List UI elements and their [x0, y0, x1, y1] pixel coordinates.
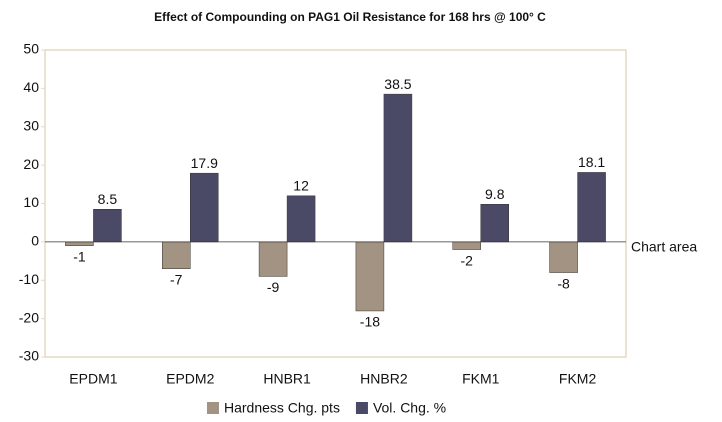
bar [286, 195, 316, 243]
data-label: 12 [293, 178, 309, 194]
legend-label: Vol. Chg. % [373, 400, 446, 416]
y-tick-label: 50 [23, 41, 39, 57]
y-tick-label: -10 [19, 271, 39, 287]
bar [190, 172, 219, 243]
y-tick-label: -30 [19, 348, 39, 364]
x-tick-label: EPDM2 [166, 371, 214, 387]
data-label: -2 [461, 252, 474, 268]
bar [93, 209, 122, 243]
bar [65, 241, 94, 246]
bar [355, 241, 385, 312]
legend-swatch [207, 402, 219, 414]
legend-swatch [355, 402, 368, 414]
bar [258, 241, 288, 277]
x-tick-label: HNBR2 [360, 371, 408, 387]
data-label: 17.9 [191, 155, 218, 171]
chart-title: Effect of Compounding on PAG1 Oil Resist… [154, 10, 546, 24]
data-label: 18.1 [578, 154, 605, 170]
data-label: -9 [267, 279, 280, 295]
bar [383, 93, 413, 243]
data-label: 9.8 [485, 186, 505, 202]
data-label: 38.5 [384, 76, 411, 92]
y-tick-label: 0 [31, 233, 39, 249]
bar [577, 172, 606, 243]
x-tick-label: FKM1 [462, 371, 500, 387]
data-label: -8 [557, 275, 570, 291]
bar [480, 204, 509, 243]
data-label: -18 [360, 314, 380, 330]
x-tick-label: HNBR1 [263, 371, 311, 387]
bar [162, 241, 191, 269]
bar [549, 241, 578, 273]
y-tick-label: 10 [23, 194, 39, 210]
data-label: 8.5 [98, 191, 118, 207]
y-tick-label: 30 [23, 117, 39, 133]
y-tick-label: -20 [19, 309, 39, 325]
bar [452, 241, 481, 250]
annotation: Chart area [631, 239, 697, 255]
data-label: -7 [170, 271, 183, 287]
x-tick-label: FKM2 [559, 371, 597, 387]
x-tick-label: EPDM1 [69, 371, 117, 387]
y-tick-label: 20 [23, 156, 39, 172]
y-tick-label: 40 [23, 79, 39, 95]
data-label: -1 [73, 248, 86, 264]
legend-label: Hardness Chg. pts [224, 400, 340, 416]
plot-area [44, 49, 627, 358]
